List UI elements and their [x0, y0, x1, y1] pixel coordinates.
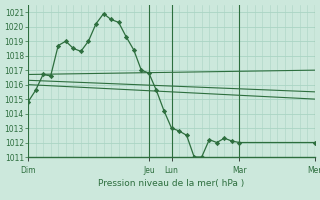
X-axis label: Pression niveau de la mer( hPa ): Pression niveau de la mer( hPa ) [98, 179, 244, 188]
